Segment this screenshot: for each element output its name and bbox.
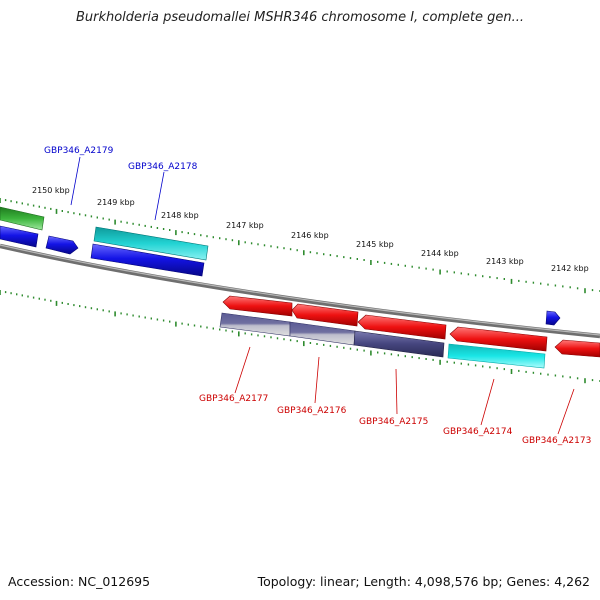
gene-label-GBP346_A2174[interactable]: GBP346_A2174 (443, 427, 513, 437)
kbp-label: 2150 kbp (32, 186, 70, 195)
gene-blue-right[interactable] (545, 310, 561, 326)
leader-line (557, 388, 575, 435)
inner-tick-track (0, 290, 600, 384)
leader-line (234, 346, 251, 394)
gene-label-GBP346_A2173[interactable]: GBP346_A2173 (522, 436, 591, 446)
kbp-label: 2147 kbp (226, 221, 264, 230)
gene-red-2[interactable] (291, 303, 359, 327)
gene-label-GBP346_A2177[interactable]: GBP346_A2177 (199, 394, 268, 404)
genome-summary-text: Topology: linear; Length: 4,098,576 bp; … (257, 574, 590, 589)
gene-red-5[interactable] (554, 339, 600, 358)
gene-blue-left[interactable] (0, 225, 39, 248)
leader-line (154, 171, 165, 221)
kbp-label: 2149 kbp (97, 198, 135, 207)
forward-genes (0, 206, 561, 326)
gene-blue-GBP346_A2179[interactable] (90, 243, 205, 277)
gene-label-GBP346_A2176[interactable]: GBP346_A2176 (277, 406, 347, 416)
gene-navy-GBP346_A2177[interactable] (219, 312, 291, 337)
gene-red-4[interactable] (449, 326, 548, 352)
kbp-label: 2146 kbp (291, 231, 329, 240)
reverse-gene-labels: GBP346_A2177 GBP346_A2176 GBP346_A2175 G… (199, 346, 591, 446)
gene-cyan-GBP346_A2178[interactable] (93, 226, 209, 261)
gene-navy-GBP346_A2175[interactable] (353, 330, 445, 358)
leader-line (314, 356, 320, 404)
kbp-label: 2142 kbp (551, 264, 589, 273)
map-title: Burkholderia pseudomallei MSHR346 chromo… (75, 10, 525, 25)
kbp-label: 2144 kbp (421, 249, 459, 258)
gene-red-1[interactable] (222, 295, 293, 317)
kbp-label: 2145 kbp (356, 240, 394, 249)
gene-navy-GBP346_A2176[interactable] (289, 321, 356, 346)
kbp-label: 2143 kbp (486, 257, 524, 266)
gene-label-GBP346_A2178[interactable]: GBP346_A2178 (128, 162, 198, 172)
leader-line (70, 156, 81, 206)
kbp-label: 2148 kbp (161, 211, 199, 220)
outer-tick-track (0, 198, 600, 294)
gene-label-GBP346_A2179[interactable]: GBP346_A2179 (44, 146, 114, 156)
kbp-scale-labels: 2150 kbp 2149 kbp 2148 kbp 2147 kbp 2146… (32, 186, 589, 273)
leader-line (395, 368, 398, 415)
gene-cyan-GBP346_A2174[interactable] (447, 343, 546, 369)
reverse-genes (219, 295, 600, 369)
gene-blue-small[interactable] (45, 235, 79, 255)
forward-gene-labels: GBP346_A2179 GBP346_A2178 (44, 146, 198, 221)
gene-label-GBP346_A2175[interactable]: GBP346_A2175 (359, 417, 428, 427)
gene-red-3[interactable] (357, 314, 447, 340)
gene-green[interactable] (0, 206, 45, 231)
leader-line (480, 378, 495, 426)
accession-text: Accession: NC_012695 (8, 574, 151, 589)
chromosome-backbone-highlight (0, 244, 600, 336)
chromosome-backbone (0, 243, 600, 339)
